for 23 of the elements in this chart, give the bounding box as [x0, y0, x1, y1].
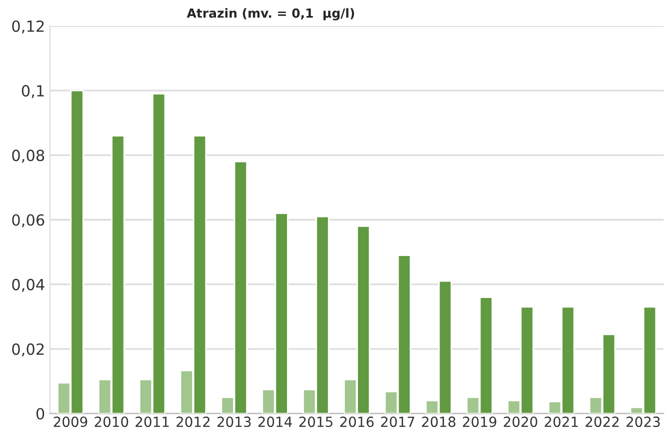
y-tick-label: 0 [36, 408, 44, 420]
x-tick-label: 2011 [136, 416, 169, 428]
x-tick-label: 2013 [217, 416, 251, 428]
y-tick-label: 0,1 [22, 85, 44, 98]
x-tick-label: 2015 [299, 416, 332, 428]
x-tick-label: 2021 [544, 416, 578, 428]
x-tick-label: 2014 [258, 416, 292, 428]
x-tick-label: 2019 [462, 416, 496, 428]
x-tick-label: 2009 [54, 416, 88, 428]
x-tick-label: 2022 [586, 416, 619, 428]
chart-title: Atrazin (mv. = 0,1 µg/l) [186, 8, 354, 20]
x-tick-label: 2012 [176, 416, 210, 428]
x-tick-label: 2016 [340, 416, 374, 428]
y-tick-label: 0,06 [12, 214, 44, 228]
x-tick-label: 2023 [626, 416, 660, 428]
x-tick-label: 2018 [422, 416, 456, 428]
x-tick-label: 2017 [381, 416, 414, 428]
y-tick-label: 0,02 [12, 343, 44, 357]
y-tick-label: 0,12 [12, 20, 44, 34]
x-tick-label: 2010 [94, 416, 128, 428]
y-tick-label: 0,04 [12, 278, 44, 292]
x-tick-label: 2020 [504, 416, 538, 428]
y-tick-label: 0,08 [12, 150, 44, 163]
